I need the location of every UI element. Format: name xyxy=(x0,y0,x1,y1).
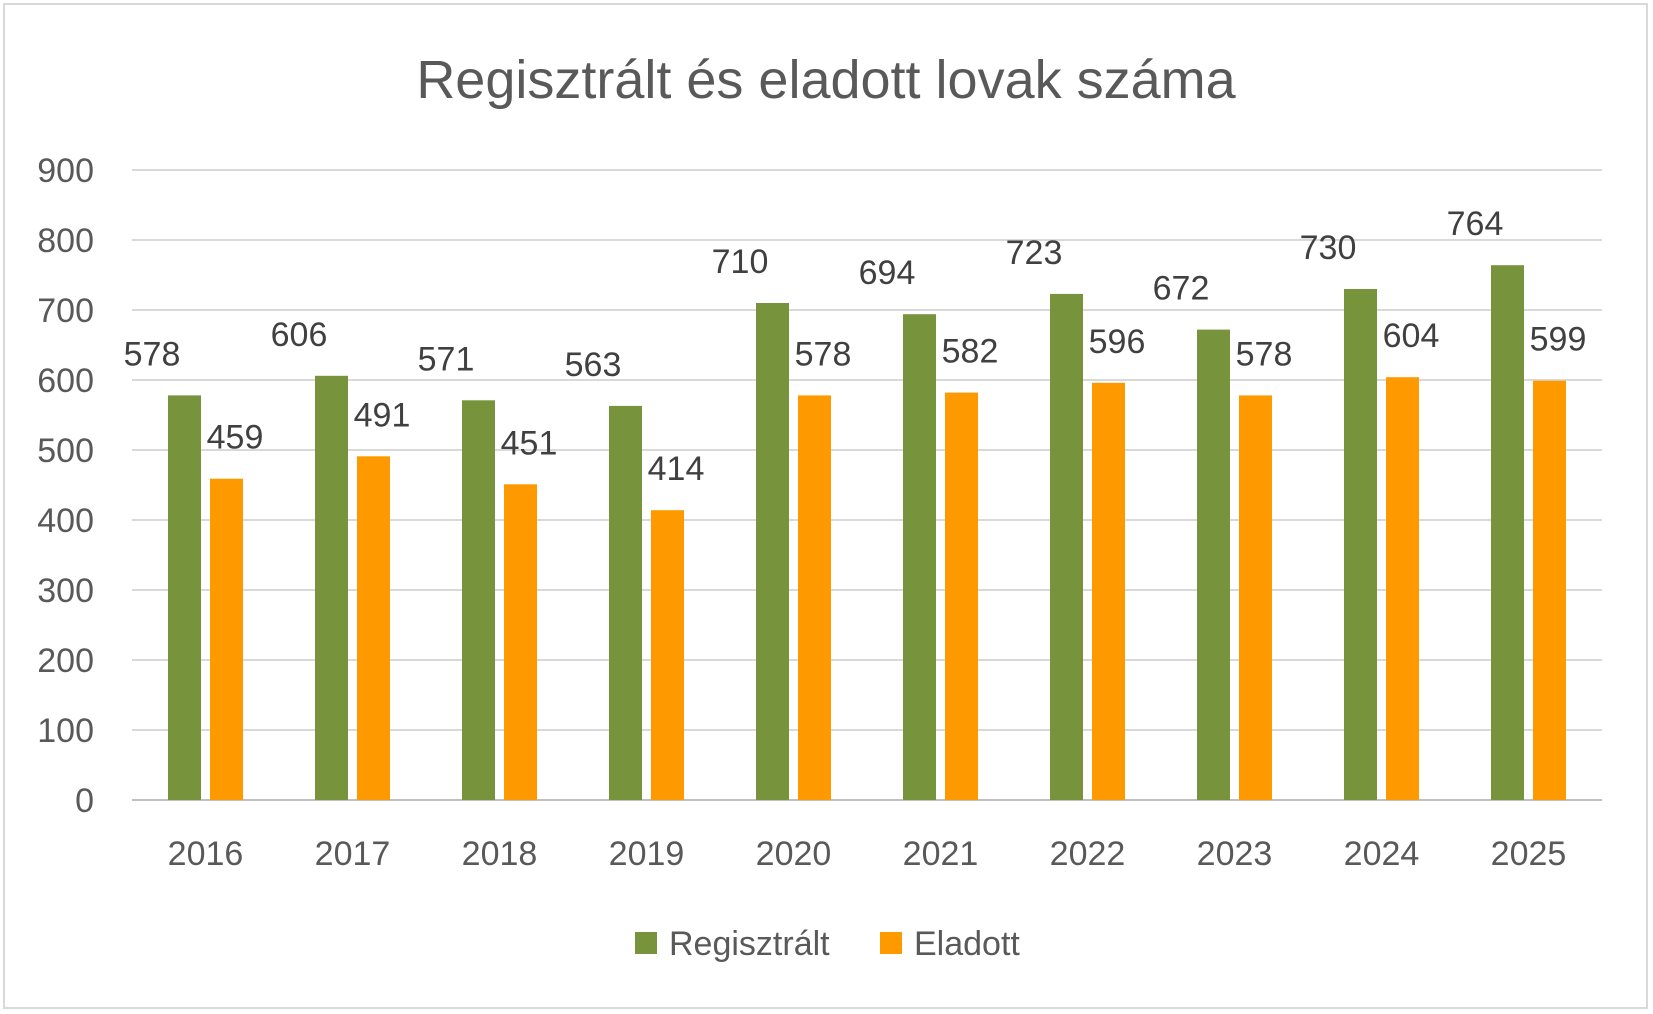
y-tick-label: 800 xyxy=(37,222,94,260)
x-tick-label-2020: 2020 xyxy=(756,835,832,873)
legend: Regisztrált Eladott xyxy=(635,925,1020,963)
bar-regisztrált-2017 xyxy=(315,375,348,800)
bar-regisztrált-2016 xyxy=(168,395,201,800)
chart-title: Regisztrált és eladott lovak száma xyxy=(416,50,1236,110)
bar-eladott-2023 xyxy=(1239,395,1272,800)
data-label-regisztrált-2023: 672 xyxy=(1153,270,1210,308)
bar-eladott-2019 xyxy=(651,510,684,800)
y-tick-label: 0 xyxy=(75,782,94,820)
bar-regisztrált-2021 xyxy=(903,314,936,800)
x-tick-label-2024: 2024 xyxy=(1344,835,1420,873)
data-label-regisztrált-2021: 694 xyxy=(859,254,916,292)
data-label-regisztrált-2016: 578 xyxy=(124,335,181,373)
data-label-regisztrált-2020: 710 xyxy=(712,243,769,281)
data-label-eladott-2022: 596 xyxy=(1089,323,1146,361)
y-tick-label: 100 xyxy=(37,712,94,750)
data-label-eladott-2018: 451 xyxy=(501,424,558,462)
data-label-regisztrált-2025: 764 xyxy=(1447,205,1504,243)
legend-label-regisztrált: Regisztrált xyxy=(669,925,830,963)
bar-eladott-2018 xyxy=(504,484,537,800)
y-tick-label: 400 xyxy=(37,502,94,540)
y-tick-label: 500 xyxy=(37,432,94,470)
bar-regisztrált-2024 xyxy=(1344,289,1377,800)
bar-eladott-2022 xyxy=(1092,382,1125,800)
data-label-eladott-2021: 582 xyxy=(942,333,999,371)
data-label-eladott-2025: 599 xyxy=(1530,321,1587,359)
x-tick-label-2021: 2021 xyxy=(903,835,979,873)
legend-label-eladott: Eladott xyxy=(914,925,1020,963)
bars xyxy=(168,265,1566,800)
y-tick-label: 900 xyxy=(37,152,94,190)
legend-swatch-eladott xyxy=(880,932,902,954)
bar-eladott-2020 xyxy=(798,395,831,800)
data-label-eladott-2023: 578 xyxy=(1236,335,1293,373)
data-label-eladott-2024: 604 xyxy=(1383,317,1440,355)
x-tick-label-2016: 2016 xyxy=(168,835,244,873)
bar-regisztrált-2018 xyxy=(462,400,495,800)
x-tick-label-2018: 2018 xyxy=(462,835,538,873)
y-axis-ticks: 0 100 200 300 400 500 600 700 800 900 xyxy=(37,152,94,820)
data-label-eladott-2019: 414 xyxy=(648,450,705,488)
data-label-regisztrált-2024: 730 xyxy=(1300,229,1357,267)
x-tick-label-2017: 2017 xyxy=(315,835,391,873)
data-label-eladott-2020: 578 xyxy=(795,335,852,373)
bar-eladott-2017 xyxy=(357,456,390,800)
x-tick-label-2025: 2025 xyxy=(1491,835,1567,873)
x-tick-label-2022: 2022 xyxy=(1050,835,1126,873)
data-label-regisztrált-2018: 571 xyxy=(418,340,475,378)
data-label-eladott-2017: 491 xyxy=(354,396,411,434)
x-tick-label-2023: 2023 xyxy=(1197,835,1273,873)
legend-swatch-regisztrált xyxy=(635,932,657,954)
x-axis-ticks: 2016 2017 2018 2019 2020 2021 2022 2023 2024 2025 xyxy=(168,835,1567,873)
y-tick-label: 300 xyxy=(37,572,94,610)
y-tick-label: 200 xyxy=(37,642,94,680)
bar-regisztrált-2022 xyxy=(1050,293,1083,800)
bar-regisztrált-2023 xyxy=(1197,329,1230,800)
x-tick-label-2019: 2019 xyxy=(609,835,685,873)
bar-regisztrált-2019 xyxy=(609,405,642,800)
y-tick-label: 600 xyxy=(37,362,94,400)
data-label-regisztrált-2022: 723 xyxy=(1006,234,1063,272)
data-label-eladott-2016: 459 xyxy=(207,419,264,457)
bar-regisztrált-2025 xyxy=(1491,265,1524,800)
data-label-regisztrált-2017: 606 xyxy=(271,316,328,354)
bar-eladott-2024 xyxy=(1386,377,1419,800)
bar-regisztrált-2020 xyxy=(756,303,789,800)
bar-eladott-2016 xyxy=(210,478,243,800)
y-tick-label: 700 xyxy=(37,292,94,330)
bar-eladott-2021 xyxy=(945,392,978,800)
bar-eladott-2025 xyxy=(1533,380,1566,800)
data-label-regisztrált-2019: 563 xyxy=(565,346,622,384)
